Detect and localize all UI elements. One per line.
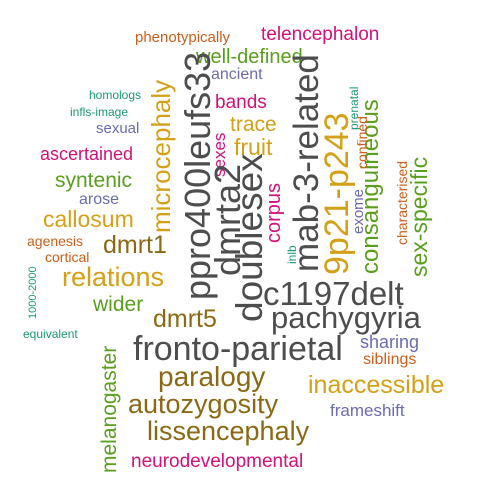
word-well-defined: well-defined [196,46,303,68]
word-infls-image: infls-image [70,105,129,119]
word-9p21-p243: 9p21-p243 [318,112,356,275]
word-autozygosity: autozygosity [128,389,279,419]
word-cortical: cortical [45,249,90,265]
word-wider: wider [93,293,144,316]
word-agenesis: agenesis [27,233,84,249]
word-paralogy: paralogy [158,361,266,392]
word-relations: relations [62,262,165,292]
word-telencephalon: telencephalon [261,24,380,45]
word-trace: trace [230,113,277,136]
word-siblings: siblings [363,351,417,368]
word-homologs: homologs [89,88,142,102]
word-ancient: ancient [211,66,263,83]
word-equivalent: equivalent [23,327,78,341]
word-lissencephaly: lissencephaly [147,416,310,446]
word-dmrt1: dmrt1 [103,231,167,259]
word-melanogaster: melanogaster [98,345,121,473]
word-ascertained: ascertained [40,144,134,164]
word-exome: exome [350,188,367,234]
word-pachygyria: pachygyria [271,300,421,335]
word-syntenic: syntenic [55,169,133,192]
word-1000-2000: 1000-2000 [27,266,39,319]
word-sex-specific: sex-specific [406,156,432,277]
word-phenotypically: phenotypically [135,29,231,46]
word-fronto-parietal: fronto-parietal [133,330,343,368]
word-fruit: fruit [234,134,273,160]
word-bands: bands [215,92,267,113]
word-neurodevelopmental: neurodevelopmental [131,451,304,472]
word-frameshift: frameshift [330,401,405,420]
word-inaccessible: inaccessible [308,371,445,399]
word-c1197delt: c1197delt [263,275,404,312]
word-sharing: sharing [360,332,420,352]
word-microcephaly: microcephaly [146,79,176,233]
word-sexual: sexual [96,120,140,137]
word-confined: confined [354,116,370,169]
word-arose: arose [79,191,120,208]
word-inlb: inlb [285,245,299,264]
word-callosum: callosum [43,206,134,232]
word-dmrt5: dmrt5 [153,305,217,333]
word-corpus: corpus [263,182,285,243]
